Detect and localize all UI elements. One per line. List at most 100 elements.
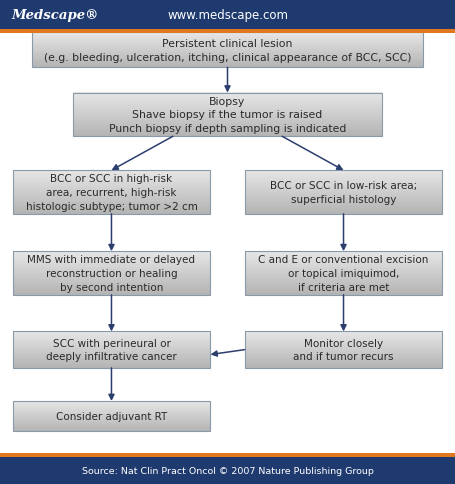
Bar (245, 289, 442, 291)
Bar (13, 203, 210, 204)
Bar (13, 212, 210, 213)
Bar (13, 343, 210, 344)
Bar (13, 340, 210, 342)
Bar (32, 51, 423, 52)
Bar (245, 260, 442, 262)
Bar (13, 358, 210, 360)
Bar (13, 287, 210, 289)
Bar (0, 457, 455, 484)
Bar (13, 201, 210, 203)
Bar (245, 367, 442, 368)
Bar (73, 114, 382, 115)
Bar (13, 181, 210, 182)
Bar (13, 427, 210, 428)
Bar (13, 182, 210, 184)
Bar (13, 279, 210, 281)
Bar (13, 412, 210, 413)
Bar (73, 99, 382, 101)
Bar (13, 424, 210, 425)
Bar (245, 293, 442, 295)
Bar (245, 175, 442, 177)
Bar (245, 264, 442, 266)
Bar (245, 252, 442, 253)
Bar (245, 273, 442, 275)
Bar (13, 339, 210, 340)
Bar (245, 335, 442, 337)
Bar (245, 359, 442, 361)
Bar (13, 267, 210, 269)
Bar (245, 198, 442, 200)
Bar (245, 290, 442, 292)
Bar (13, 362, 210, 363)
Bar (32, 54, 423, 56)
Bar (13, 269, 210, 271)
Bar (245, 213, 442, 214)
Bar (13, 401, 210, 431)
Bar (245, 180, 442, 181)
Bar (13, 204, 210, 206)
Bar (13, 428, 210, 429)
Bar (13, 361, 210, 362)
Bar (32, 67, 423, 68)
Bar (13, 414, 210, 415)
Bar (73, 106, 382, 108)
Bar (245, 358, 442, 360)
Bar (13, 263, 210, 265)
Bar (73, 108, 382, 109)
Bar (13, 190, 210, 191)
Bar (245, 282, 442, 284)
Bar (73, 111, 382, 112)
Bar (13, 407, 210, 408)
Bar (13, 276, 210, 278)
Bar (13, 353, 210, 355)
Text: MMS with immediate or delayed
reconstruction or healing
by second intention: MMS with immediate or delayed reconstruc… (27, 255, 196, 292)
Bar (13, 264, 210, 266)
Bar (13, 356, 210, 357)
Bar (13, 188, 210, 190)
Bar (245, 364, 442, 366)
Bar (73, 127, 382, 128)
Bar (245, 275, 442, 276)
Bar (73, 96, 382, 98)
Bar (32, 52, 423, 53)
Bar (245, 267, 442, 269)
Bar (73, 120, 382, 121)
Bar (73, 93, 382, 95)
Text: Medscape®: Medscape® (11, 9, 99, 21)
Bar (245, 262, 442, 263)
Bar (13, 418, 210, 419)
Bar (13, 171, 210, 172)
Text: BCC or SCC in low-risk area;
superficial histology: BCC or SCC in low-risk area; superficial… (270, 181, 417, 204)
Bar (245, 361, 442, 362)
Bar (73, 125, 382, 127)
Bar (32, 38, 423, 39)
Bar (32, 57, 423, 58)
Bar (13, 332, 210, 333)
Bar (0, 0, 455, 30)
Bar (245, 278, 442, 279)
Bar (13, 413, 210, 414)
Bar (73, 104, 382, 105)
Bar (245, 357, 442, 358)
Bar (245, 287, 442, 288)
Bar (245, 343, 442, 344)
Bar (245, 279, 442, 281)
Bar (245, 174, 442, 175)
Bar (245, 356, 442, 357)
Bar (245, 345, 442, 347)
Bar (13, 187, 210, 188)
Bar (13, 332, 210, 368)
Bar (13, 282, 210, 284)
Bar (13, 200, 210, 201)
Bar (13, 255, 210, 256)
Bar (13, 278, 210, 279)
Bar (13, 408, 210, 409)
Bar (245, 201, 442, 203)
Bar (13, 194, 210, 196)
Bar (13, 256, 210, 257)
Bar (245, 351, 442, 352)
Bar (13, 348, 210, 350)
Bar (13, 420, 210, 421)
Bar (245, 188, 442, 190)
Bar (73, 122, 382, 124)
